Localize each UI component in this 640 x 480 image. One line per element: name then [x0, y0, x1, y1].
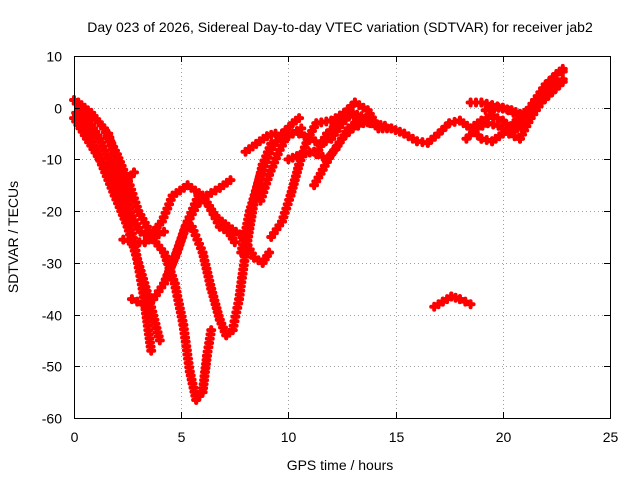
data-point-marker — [154, 335, 165, 346]
data-point-marker — [551, 69, 562, 80]
data-point-marker — [454, 294, 465, 305]
data-point-marker — [304, 133, 315, 144]
data-point-marker — [264, 247, 275, 258]
data-point-marker — [294, 113, 305, 124]
series-track-11 — [240, 128, 281, 157]
x-tick-label: 20 — [496, 429, 512, 445]
x-tick-label: 10 — [281, 429, 297, 445]
x-tick-label: 0 — [71, 429, 79, 445]
series-track-17 — [311, 110, 375, 160]
data-point-marker — [354, 113, 365, 124]
plot-frame — [74, 56, 611, 419]
x-tick-label: 25 — [603, 429, 619, 445]
data-point-marker — [487, 110, 498, 121]
data-point-marker — [143, 296, 153, 307]
data-point-marker — [557, 66, 568, 77]
y-tick-label: -60 — [42, 411, 62, 427]
chart-title: Day 023 of 2026, Sidereal Day-to-day VTE… — [87, 19, 593, 35]
data-point-marker — [229, 237, 240, 248]
x-tick-label: 5 — [178, 429, 186, 445]
data-point-marker — [206, 325, 217, 336]
y-tick-label: 10 — [46, 49, 62, 65]
series-track-22 — [480, 66, 568, 121]
data-point-marker — [129, 167, 139, 178]
series-track-6 — [118, 226, 169, 248]
data-point-marker — [283, 131, 294, 142]
data-point-marker — [353, 120, 364, 131]
x-tick-label: 15 — [389, 429, 405, 445]
series-track-18 — [429, 291, 476, 312]
data-point-marker — [492, 113, 503, 124]
y-tick-label: -40 — [42, 308, 62, 324]
data-point-marker — [132, 296, 143, 307]
series-track-10 — [236, 113, 305, 258]
data-point-marker — [294, 128, 305, 139]
data-point-marker — [460, 296, 471, 307]
axis-ticks — [74, 56, 611, 419]
y-tick-label: -50 — [42, 359, 62, 375]
data-series-group — [69, 63, 568, 405]
data-point-marker — [465, 299, 476, 310]
data-point-marker — [225, 175, 236, 186]
y-tick-label: -30 — [42, 256, 62, 272]
series-track-8 — [159, 175, 236, 289]
y-axis-label: SDTVAR / TECUs — [5, 181, 21, 293]
data-point-marker — [509, 131, 520, 142]
data-point-marker — [153, 229, 164, 240]
y-tick-labels: 10 0 -10 -20 -30 -40 -50 -60 — [42, 49, 62, 427]
data-point-marker — [270, 128, 281, 139]
data-point-marker — [146, 345, 157, 356]
series-track-16 — [309, 118, 369, 191]
data-point-marker — [159, 226, 169, 237]
data-point-marker — [472, 123, 483, 134]
data-point-marker — [279, 136, 290, 147]
data-point-marker — [148, 232, 159, 242]
x-tick-labels: 0 5 10 15 20 25 — [71, 429, 619, 445]
data-point-marker — [137, 299, 148, 310]
data-point-marker — [557, 76, 568, 87]
data-point-marker — [364, 118, 375, 129]
data-point-marker — [299, 131, 310, 142]
data-point-marker — [359, 115, 370, 126]
data-point-marker — [296, 123, 307, 134]
y-tick-label: 0 — [54, 101, 62, 117]
data-point-marker — [504, 128, 515, 139]
x-axis-label: GPS time / hours — [287, 457, 394, 473]
y-tick-label: -20 — [42, 204, 62, 220]
data-point-marker — [126, 294, 137, 305]
data-point-marker — [347, 123, 358, 134]
data-point-marker — [477, 120, 488, 131]
series-track-12 — [255, 131, 294, 206]
data-point-marker — [379, 120, 390, 131]
data-point-marker — [310, 136, 321, 147]
y-tick-label: -10 — [42, 152, 62, 168]
series-track-21 — [461, 76, 568, 144]
